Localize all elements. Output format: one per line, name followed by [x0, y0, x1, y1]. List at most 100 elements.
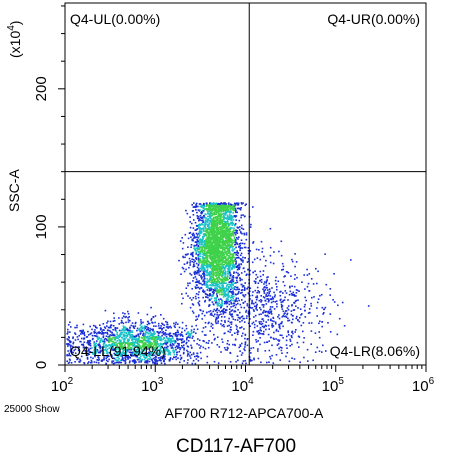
event-dot [115, 359, 118, 361]
event-dot [224, 202, 226, 204]
event-dot [80, 331, 83, 334]
event-dot [259, 270, 262, 273]
event-dot [131, 354, 134, 357]
event-dot [190, 332, 193, 335]
event-dot [200, 240, 202, 242]
event-dot [221, 305, 223, 307]
event-dot [193, 235, 196, 238]
event-dot [202, 264, 204, 267]
event-dot [207, 243, 209, 246]
event-dot [256, 331, 259, 333]
event-dot [159, 349, 162, 351]
event-dot [74, 333, 77, 335]
event-dot [229, 257, 232, 259]
event-dot [214, 297, 216, 300]
event-dot [94, 329, 96, 331]
event-dot [130, 324, 133, 327]
event-dot [197, 355, 199, 358]
event-dot [163, 351, 165, 353]
event-dot [181, 345, 183, 347]
event-dot [111, 346, 113, 348]
event-dot [197, 338, 199, 340]
event-dot [202, 260, 204, 262]
event-dot [166, 349, 169, 351]
event-dot [203, 247, 206, 249]
event-dot [202, 230, 205, 232]
event-dot [176, 334, 179, 337]
event-dot [228, 216, 231, 219]
event-dot [221, 256, 223, 259]
event-dot [213, 238, 215, 240]
event-dot [231, 278, 233, 280]
event-dot [78, 334, 80, 337]
event-dot [227, 263, 229, 266]
event-dot [284, 315, 287, 318]
event-dot [194, 260, 196, 262]
event-dot [272, 317, 275, 319]
event-dot [94, 325, 97, 327]
event-dot [226, 209, 228, 211]
event-dot [172, 333, 175, 335]
event-dot [68, 352, 71, 355]
event-dot [231, 216, 233, 219]
event-dot [122, 338, 125, 341]
event-dot [160, 339, 163, 342]
event-dot [285, 339, 288, 342]
event-dot [145, 337, 147, 339]
event-dot [271, 354, 273, 357]
event-dot [217, 227, 219, 229]
event-dot [242, 261, 244, 263]
event-dot [212, 205, 214, 207]
event-dot [230, 288, 232, 291]
event-dot [323, 308, 326, 310]
event-dot [198, 281, 200, 283]
event-dot [223, 257, 225, 259]
event-dot [213, 308, 216, 311]
event-dot [124, 361, 127, 364]
event-dot [272, 325, 275, 327]
event-dot [260, 299, 262, 301]
event-dot [246, 288, 248, 290]
event-dot [131, 330, 133, 332]
event-dot [143, 347, 145, 350]
event-dot [219, 221, 222, 224]
event-dot [140, 355, 142, 358]
event-dot [215, 208, 218, 211]
event-dot [98, 337, 100, 340]
event-dot [269, 246, 272, 249]
event-dot [222, 296, 225, 298]
event-dot [198, 344, 200, 346]
event-dot [137, 337, 140, 340]
event-dot [197, 267, 200, 270]
event-dot [273, 308, 276, 310]
event-dot [221, 302, 223, 304]
event-dot [156, 347, 158, 350]
event-dot [201, 312, 204, 315]
event-dot [201, 239, 203, 241]
event-dot [165, 329, 167, 332]
event-dot [87, 340, 89, 342]
event-dot [230, 321, 233, 323]
event-dot [267, 333, 270, 336]
event-dot [244, 342, 247, 344]
event-dot [221, 209, 223, 212]
event-dot [229, 281, 232, 283]
event-dot [212, 274, 215, 277]
event-dot [94, 352, 97, 354]
event-dot [220, 211, 223, 213]
event-dot [214, 258, 216, 260]
event-dot [227, 330, 229, 333]
event-dot [165, 346, 168, 349]
event-dot [333, 273, 335, 275]
event-dot [226, 299, 229, 302]
event-dot [236, 203, 238, 205]
event-dot [195, 358, 198, 360]
event-dot [280, 301, 282, 303]
event-dot [97, 357, 100, 359]
event-dot [125, 337, 127, 339]
event-dot [195, 272, 198, 274]
event-dot [168, 341, 170, 343]
event-dot [202, 257, 205, 260]
event-dot [146, 362, 149, 364]
event-dot [167, 353, 170, 356]
